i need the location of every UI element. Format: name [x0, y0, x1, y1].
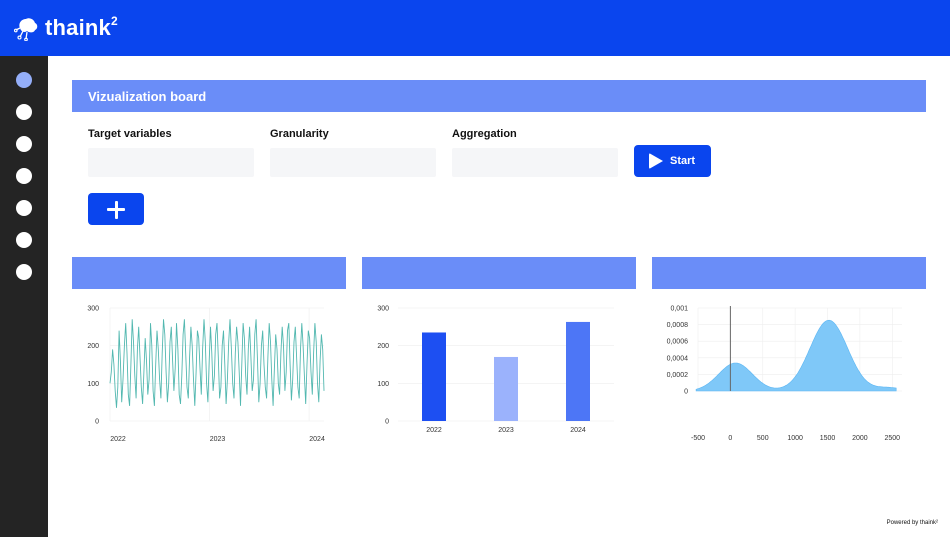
x-tick-label: -500	[691, 435, 705, 442]
aggregation-input[interactable]	[452, 148, 618, 177]
aggregation-label: Aggregation	[452, 128, 517, 140]
x-tick-label: 1000	[787, 435, 803, 442]
bar-chart: 0 100 200 300 2022 2023 2024	[377, 306, 614, 434]
y-tick-label: 0,0008	[667, 322, 689, 329]
sidebar-item-6[interactable]	[16, 232, 32, 248]
y-tick-label: 100	[377, 381, 389, 388]
y-tick-label: 0,001	[670, 306, 688, 313]
y-tick-label: 200	[377, 343, 389, 350]
x-tick-label: 2000	[852, 435, 868, 442]
series-line	[109, 319, 325, 408]
target-variables-label: Target variables	[88, 128, 172, 140]
board-title: Vizualization board	[88, 89, 207, 104]
granularity-input[interactable]	[270, 148, 436, 177]
play-icon	[649, 153, 663, 169]
y-tick-label: 100	[87, 381, 99, 388]
y-tick-label: 0	[684, 389, 688, 396]
y-tick-label: 200	[87, 343, 99, 350]
logo[interactable]: thaink2	[14, 14, 118, 41]
sidebar-item-5[interactable]	[16, 200, 32, 216]
chart-1-header	[72, 257, 346, 289]
brain-circuit-icon	[14, 18, 38, 41]
footer-credit: Powered by thaink²	[886, 520, 938, 526]
y-tick-label: 300	[377, 306, 389, 313]
x-tick-label: 2023	[210, 436, 226, 443]
logo-wordmark: thaink	[45, 15, 111, 40]
add-chart-button[interactable]	[88, 193, 144, 225]
y-tick-label: 300	[87, 306, 99, 313]
y-tick-label: 0	[95, 419, 99, 426]
chart-2-header	[362, 257, 636, 289]
sidebar-item-1[interactable]	[16, 72, 32, 88]
x-tick-label: 1500	[820, 435, 836, 442]
sidebar	[0, 56, 48, 537]
board-header: Vizualization board	[72, 80, 926, 112]
chart-3-header	[652, 257, 926, 289]
sidebar-item-2[interactable]	[16, 104, 32, 120]
sidebar-item-7[interactable]	[16, 264, 32, 280]
x-tick-label: 500	[757, 435, 769, 442]
density-chart: 0 0,0002 0,0004 0,0006 0,0008 0,001 -500 0 500 10…	[667, 306, 902, 442]
x-tick-label: 2024	[570, 427, 586, 434]
y-tick-label: 0	[385, 419, 389, 426]
bar-2023	[494, 356, 518, 421]
logo-superscript: 2	[111, 14, 118, 28]
line-chart: 0 100 200 300 2022 2023 2024	[87, 306, 325, 444]
start-button-label: Start	[670, 155, 696, 167]
target-variables-input[interactable]	[88, 148, 254, 177]
bar-2024	[566, 321, 590, 421]
y-tick-label: 0,0004	[667, 355, 689, 362]
density-area	[695, 319, 897, 392]
bar-2022	[422, 332, 446, 421]
x-tick-label: 2024	[309, 436, 325, 443]
x-tick-label: 0	[728, 435, 732, 442]
granularity-label: Granularity	[270, 128, 329, 140]
x-tick-label: 2022	[110, 436, 126, 443]
sidebar-item-3[interactable]	[16, 136, 32, 152]
x-tick-label: 2500	[884, 435, 900, 442]
sidebar-item-4[interactable]	[16, 168, 32, 184]
top-bar: thaink2	[0, 0, 950, 56]
y-tick-label: 0,0006	[667, 339, 689, 346]
y-tick-label: 0,0002	[667, 372, 689, 379]
x-tick-label: 2022	[426, 427, 442, 434]
x-tick-label: 2023	[498, 427, 514, 434]
logo-text: thaink2	[45, 14, 118, 41]
start-button[interactable]: Start	[634, 145, 711, 177]
